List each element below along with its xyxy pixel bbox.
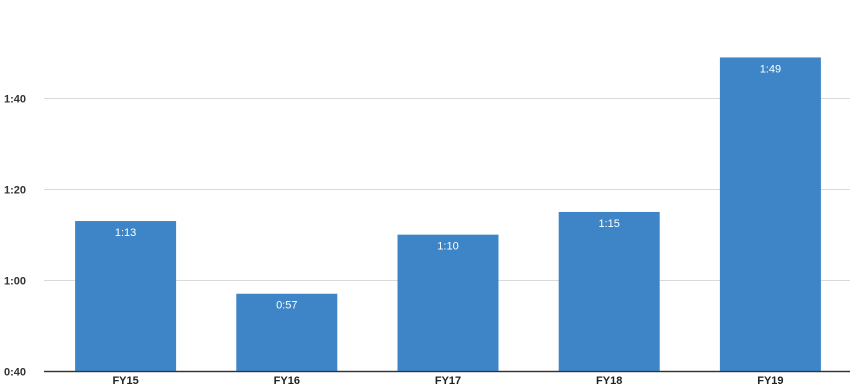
bar-value-label: 1:49 [760,63,781,75]
x-tick-label: FY15 [112,375,138,387]
bar-fy15 [75,221,177,371]
y-tick-label: 1:40 [4,94,26,106]
bar-value-label: 1:15 [598,218,619,230]
bar-value-label: 1:13 [115,227,136,239]
y-tick-label: 1:00 [4,276,26,288]
bar-fy19 [719,57,821,371]
bar-fy17 [397,234,499,371]
y-tick-label: 0:40 [4,367,26,379]
bar-value-labels: 1:13 0:57 1:10 1:15 1:49 [115,63,781,311]
x-tick-label: FY17 [435,375,461,387]
bar-value-label: 1:10 [437,241,458,253]
bars [75,57,821,371]
bar-fy18 [558,211,660,371]
x-tick-label: FY18 [596,375,622,387]
x-tick-label: FY19 [757,375,783,387]
bar-value-label: 0:57 [276,300,297,312]
x-axis-ticks: FY15 FY16 FY17 FY18 FY19 [44,370,850,387]
bar-fy16 [236,293,338,371]
x-tick-label: FY16 [274,375,300,387]
y-tick-label: 1:20 [4,185,26,197]
y-axis-ticks: 0:40 1:00 1:20 1:40 [4,94,26,379]
